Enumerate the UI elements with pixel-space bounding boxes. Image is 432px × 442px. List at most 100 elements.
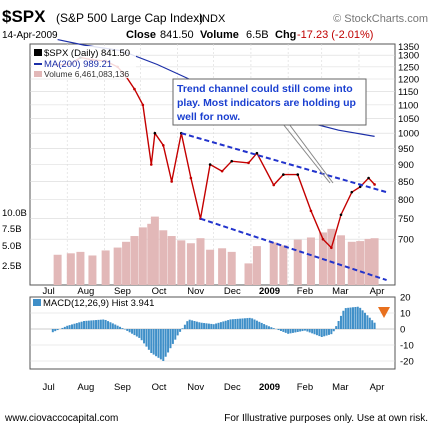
macd-bar xyxy=(179,329,182,332)
month-label: 2009 xyxy=(259,382,280,393)
annotation-callout: Trend channel could still come into play… xyxy=(172,78,367,184)
macd-bar xyxy=(267,326,270,329)
volume-bar xyxy=(138,227,147,285)
volume-bar xyxy=(177,240,186,285)
macd-bar xyxy=(330,329,333,335)
price-point xyxy=(373,183,376,186)
macd-bar xyxy=(311,329,314,334)
down-arrow-icon xyxy=(378,307,390,318)
macd-bar xyxy=(54,329,57,332)
price-legend: $SPX (Daily) 841.50 MA(200) 989.21 Volum… xyxy=(32,46,136,79)
macd-bar xyxy=(296,329,299,332)
symbol-title: $SPX xyxy=(2,7,46,26)
month-label: Oct xyxy=(152,382,167,393)
price-point xyxy=(321,237,325,241)
macd-bar xyxy=(181,328,184,329)
macd-bar xyxy=(143,329,146,344)
price-point xyxy=(350,190,354,194)
macd-bar xyxy=(287,329,290,334)
macd-bar xyxy=(119,326,122,329)
volume-bar xyxy=(356,241,365,285)
macd-bar xyxy=(90,320,93,329)
price-point xyxy=(220,169,224,173)
macd-bar xyxy=(140,329,143,341)
price-point xyxy=(153,131,157,135)
macd-bar xyxy=(318,329,321,337)
volume-bar xyxy=(159,230,168,285)
macd-bar xyxy=(75,323,78,329)
ma-legend-label: MA(200) 989.21 xyxy=(44,59,112,70)
macd-bar xyxy=(186,321,189,329)
macd-bar xyxy=(359,307,362,329)
macd-bar xyxy=(263,324,266,329)
macd-bar xyxy=(123,329,126,330)
macd-bar xyxy=(246,318,249,329)
macd-bar xyxy=(104,319,107,329)
macd-bar xyxy=(111,323,114,329)
macd-bar xyxy=(229,319,232,329)
macd-bar xyxy=(135,329,138,337)
macd-tick-label: 0 xyxy=(400,325,405,336)
volume-bar xyxy=(53,254,62,285)
macd-bar xyxy=(193,321,196,329)
macd-bar xyxy=(188,319,191,329)
macd-bar xyxy=(169,329,172,349)
macd-bar xyxy=(126,329,129,331)
volume-label: Volume xyxy=(200,29,239,41)
price-point xyxy=(149,163,153,166)
macd-tick-label: 10 xyxy=(400,309,411,320)
macd-tick-label: 20 xyxy=(400,293,411,304)
macd-bar xyxy=(335,326,338,329)
close-value: 841.50 xyxy=(160,29,194,41)
macd-bar xyxy=(339,315,342,329)
macd-bar xyxy=(289,329,292,334)
macd-bar xyxy=(243,318,246,329)
price-tick-label: 950 xyxy=(398,144,414,155)
price-tick-label: 750 xyxy=(398,214,414,225)
volume-bar xyxy=(327,228,336,285)
price-point xyxy=(296,173,300,176)
macd-bar xyxy=(121,328,124,329)
macd-label: MACD(12,26,9) Hist 3.941 xyxy=(43,298,154,309)
macd-bar xyxy=(171,329,174,344)
macd-bar xyxy=(150,329,153,353)
macd-bar xyxy=(315,329,318,336)
bottom-month-axis: Jul Aug Sep Oct Nov Dec 2009 Feb Mar Apr xyxy=(43,382,385,393)
macd-bar xyxy=(323,329,326,337)
month-label: Sep xyxy=(114,382,131,393)
annotation-line-2: play. Most indicators are holding up xyxy=(177,97,356,109)
macd-bar xyxy=(147,329,150,350)
price-tick-label: 1350 xyxy=(398,42,419,53)
macd-bar xyxy=(56,329,59,331)
price-point xyxy=(208,163,212,166)
price-legend-swatch xyxy=(34,49,42,56)
price-point xyxy=(189,176,193,180)
month-label: Mar xyxy=(332,382,348,393)
macd-tick-label: -10 xyxy=(400,341,414,352)
volume-legend-label: Volume 6,461,083,136 xyxy=(44,69,129,79)
price-legend-label: $SPX (Daily) 841.50 xyxy=(44,48,130,59)
trend-lines xyxy=(181,132,387,282)
macd-bar xyxy=(363,312,366,329)
macd-bar xyxy=(174,329,177,340)
macd-bar xyxy=(272,328,275,329)
macd-bar xyxy=(361,310,364,329)
volume-bar xyxy=(186,243,195,285)
price-point xyxy=(170,180,173,183)
macd-bar xyxy=(313,329,316,335)
month-label: Apr xyxy=(370,382,385,393)
macd-bar xyxy=(95,320,98,329)
macd-bar xyxy=(97,319,100,329)
volume-value: 6.5B xyxy=(246,29,269,41)
month-label: Nov xyxy=(187,286,204,297)
macd-bar xyxy=(159,329,162,360)
macd-bar xyxy=(205,323,208,329)
macd-bar xyxy=(227,320,230,329)
macd-bar xyxy=(301,329,304,332)
macd-bar xyxy=(83,321,86,329)
volume-tick-label: 2.5B xyxy=(2,261,22,272)
macd-bar xyxy=(217,322,220,329)
annotation-line-3: well for now. xyxy=(176,111,240,123)
top-month-axis: Jul Aug Sep Oct Nov Dec 2009 Feb Mar Apr xyxy=(43,286,385,297)
